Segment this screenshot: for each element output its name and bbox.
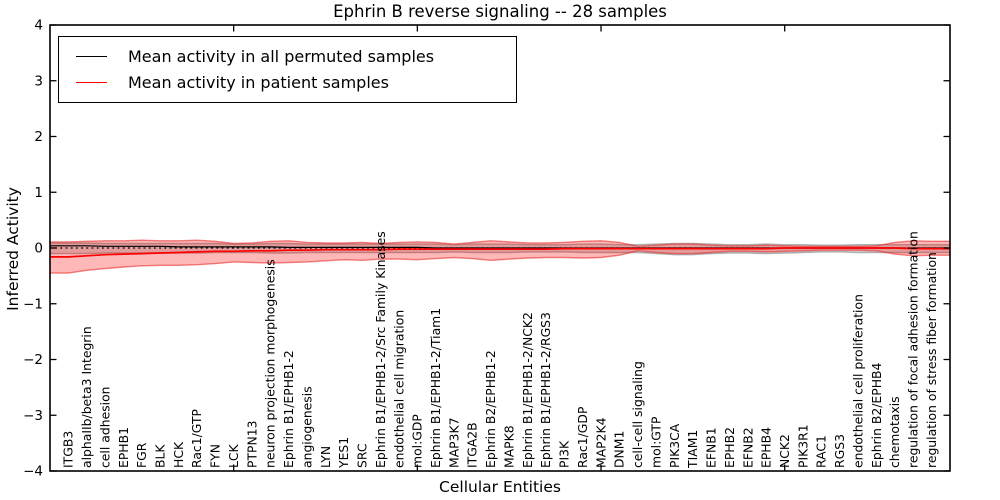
x-category-label: mol:GTP [648,416,663,468]
x-category-label: SRC [355,443,370,468]
band-lower-edge [50,251,950,256]
x-category-label: EFNB2 [740,427,755,468]
y-tick-label: −4 [23,464,43,480]
x-category-label: BLK [153,444,168,468]
y-tick-label: 4 [34,18,43,34]
x-category-label: mol:GDP [410,414,425,468]
x-category-label: HCK [171,441,186,468]
x-category-label: Ephrin B2/EPHB4 [869,362,884,468]
x-category-label: ITGB3 [61,431,76,468]
x-category-label: EPHB4 [759,427,774,468]
line-patient-mean [50,247,950,258]
x-category-label: cell adhesion [97,386,112,468]
x-category-label: MAP2K4 [593,417,608,468]
x-category-label: Rac1/GTP [189,408,204,468]
x-category-label: chemotaxis [887,396,902,468]
x-category-label: Ephrin B1/EPHB1-2/Src Family Kinases [373,231,388,468]
x-category-label: Ephrin B2/EPHB1-2 [483,350,498,468]
x-category-label: FYN [208,444,223,468]
x-category-label: YES1 [336,437,351,469]
y-tick-label: −2 [23,352,43,368]
legend-label-patient: Mean activity in patient samples [128,72,389,92]
band-upper-edge [50,239,950,248]
x-category-label: alphaIIb/beta3 Integrin [79,326,94,468]
band-lower-edge [50,249,950,274]
y-tick-label: 0 [34,241,43,257]
x-category-label: cell-cell signaling [630,361,645,468]
y-tick-label: 1 [34,185,43,201]
legend: Mean activity in all permuted samples Me… [58,36,517,103]
x-category-label: PIK3CA [667,423,682,468]
x-category-label: endothelial cell proliferation [851,294,866,468]
legend-line-patient-icon [76,81,107,83]
x-category-label: PIK3R1 [795,424,810,468]
x-category-label: neuron projection morphogenesis [263,259,278,468]
x-category-label: regulation of focal adhesion formation [906,231,921,468]
y-axis-label: Inferred Activity [4,187,22,311]
y-tick-label: 2 [34,129,43,145]
x-category-label: angiogenesis [299,386,314,468]
x-category-label: FGR [134,442,149,468]
x-category-label: regulation of stress fiber formation [924,252,939,468]
y-tick-label: −3 [23,408,43,424]
x-category-label: Ephrin B1/EPHB1-2/Tiam1 [428,308,443,468]
y-tick-label: 3 [34,73,43,89]
x-category-label: EFNB1 [704,427,719,468]
x-category-label: ITGA2B [465,422,480,468]
x-category-label: RGS3 [832,434,847,468]
x-category-label: Ephrin B1/EPHB1-2/RGS3 [538,312,553,468]
x-category-label: EPHB1 [116,427,131,468]
x-category-label: PI3K [557,440,572,468]
x-category-label: Rac1/GDP [575,406,590,468]
band-upper-edge [50,242,950,246]
legend-item-permuted: Mean activity in all permuted samples [59,43,516,69]
chart-title: Ephrin B reverse signaling -- 28 samples [333,2,667,21]
x-category-label: TIAM1 [685,430,700,469]
legend-item-patient: Mean activity in patient samples [59,69,516,95]
x-category-label: MAP3K7 [446,417,461,468]
legend-label-permuted: Mean activity in all permuted samples [128,46,435,66]
x-category-label: Ephrin B1/EPHB1-2/NCK2 [520,312,535,468]
x-category-label: EPHB2 [722,427,737,468]
x-axis-label: Cellular Entities [439,478,561,496]
x-category-label: PTPN13 [244,420,259,468]
x-category-label: RAC1 [814,435,829,468]
x-category-label: endothelial cell migration [391,310,406,468]
x-category-label: DNM1 [612,431,627,468]
y-tick-label: −1 [23,296,43,312]
x-category-label: MAPK8 [502,425,517,468]
x-category-label: Ephrin B1/EPHB1-2 [281,350,296,468]
legend-line-permuted-icon [76,55,107,57]
x-category-label: NCK2 [777,434,792,468]
x-category-label: LCK [226,443,241,468]
x-category-label: LYN [318,446,333,468]
